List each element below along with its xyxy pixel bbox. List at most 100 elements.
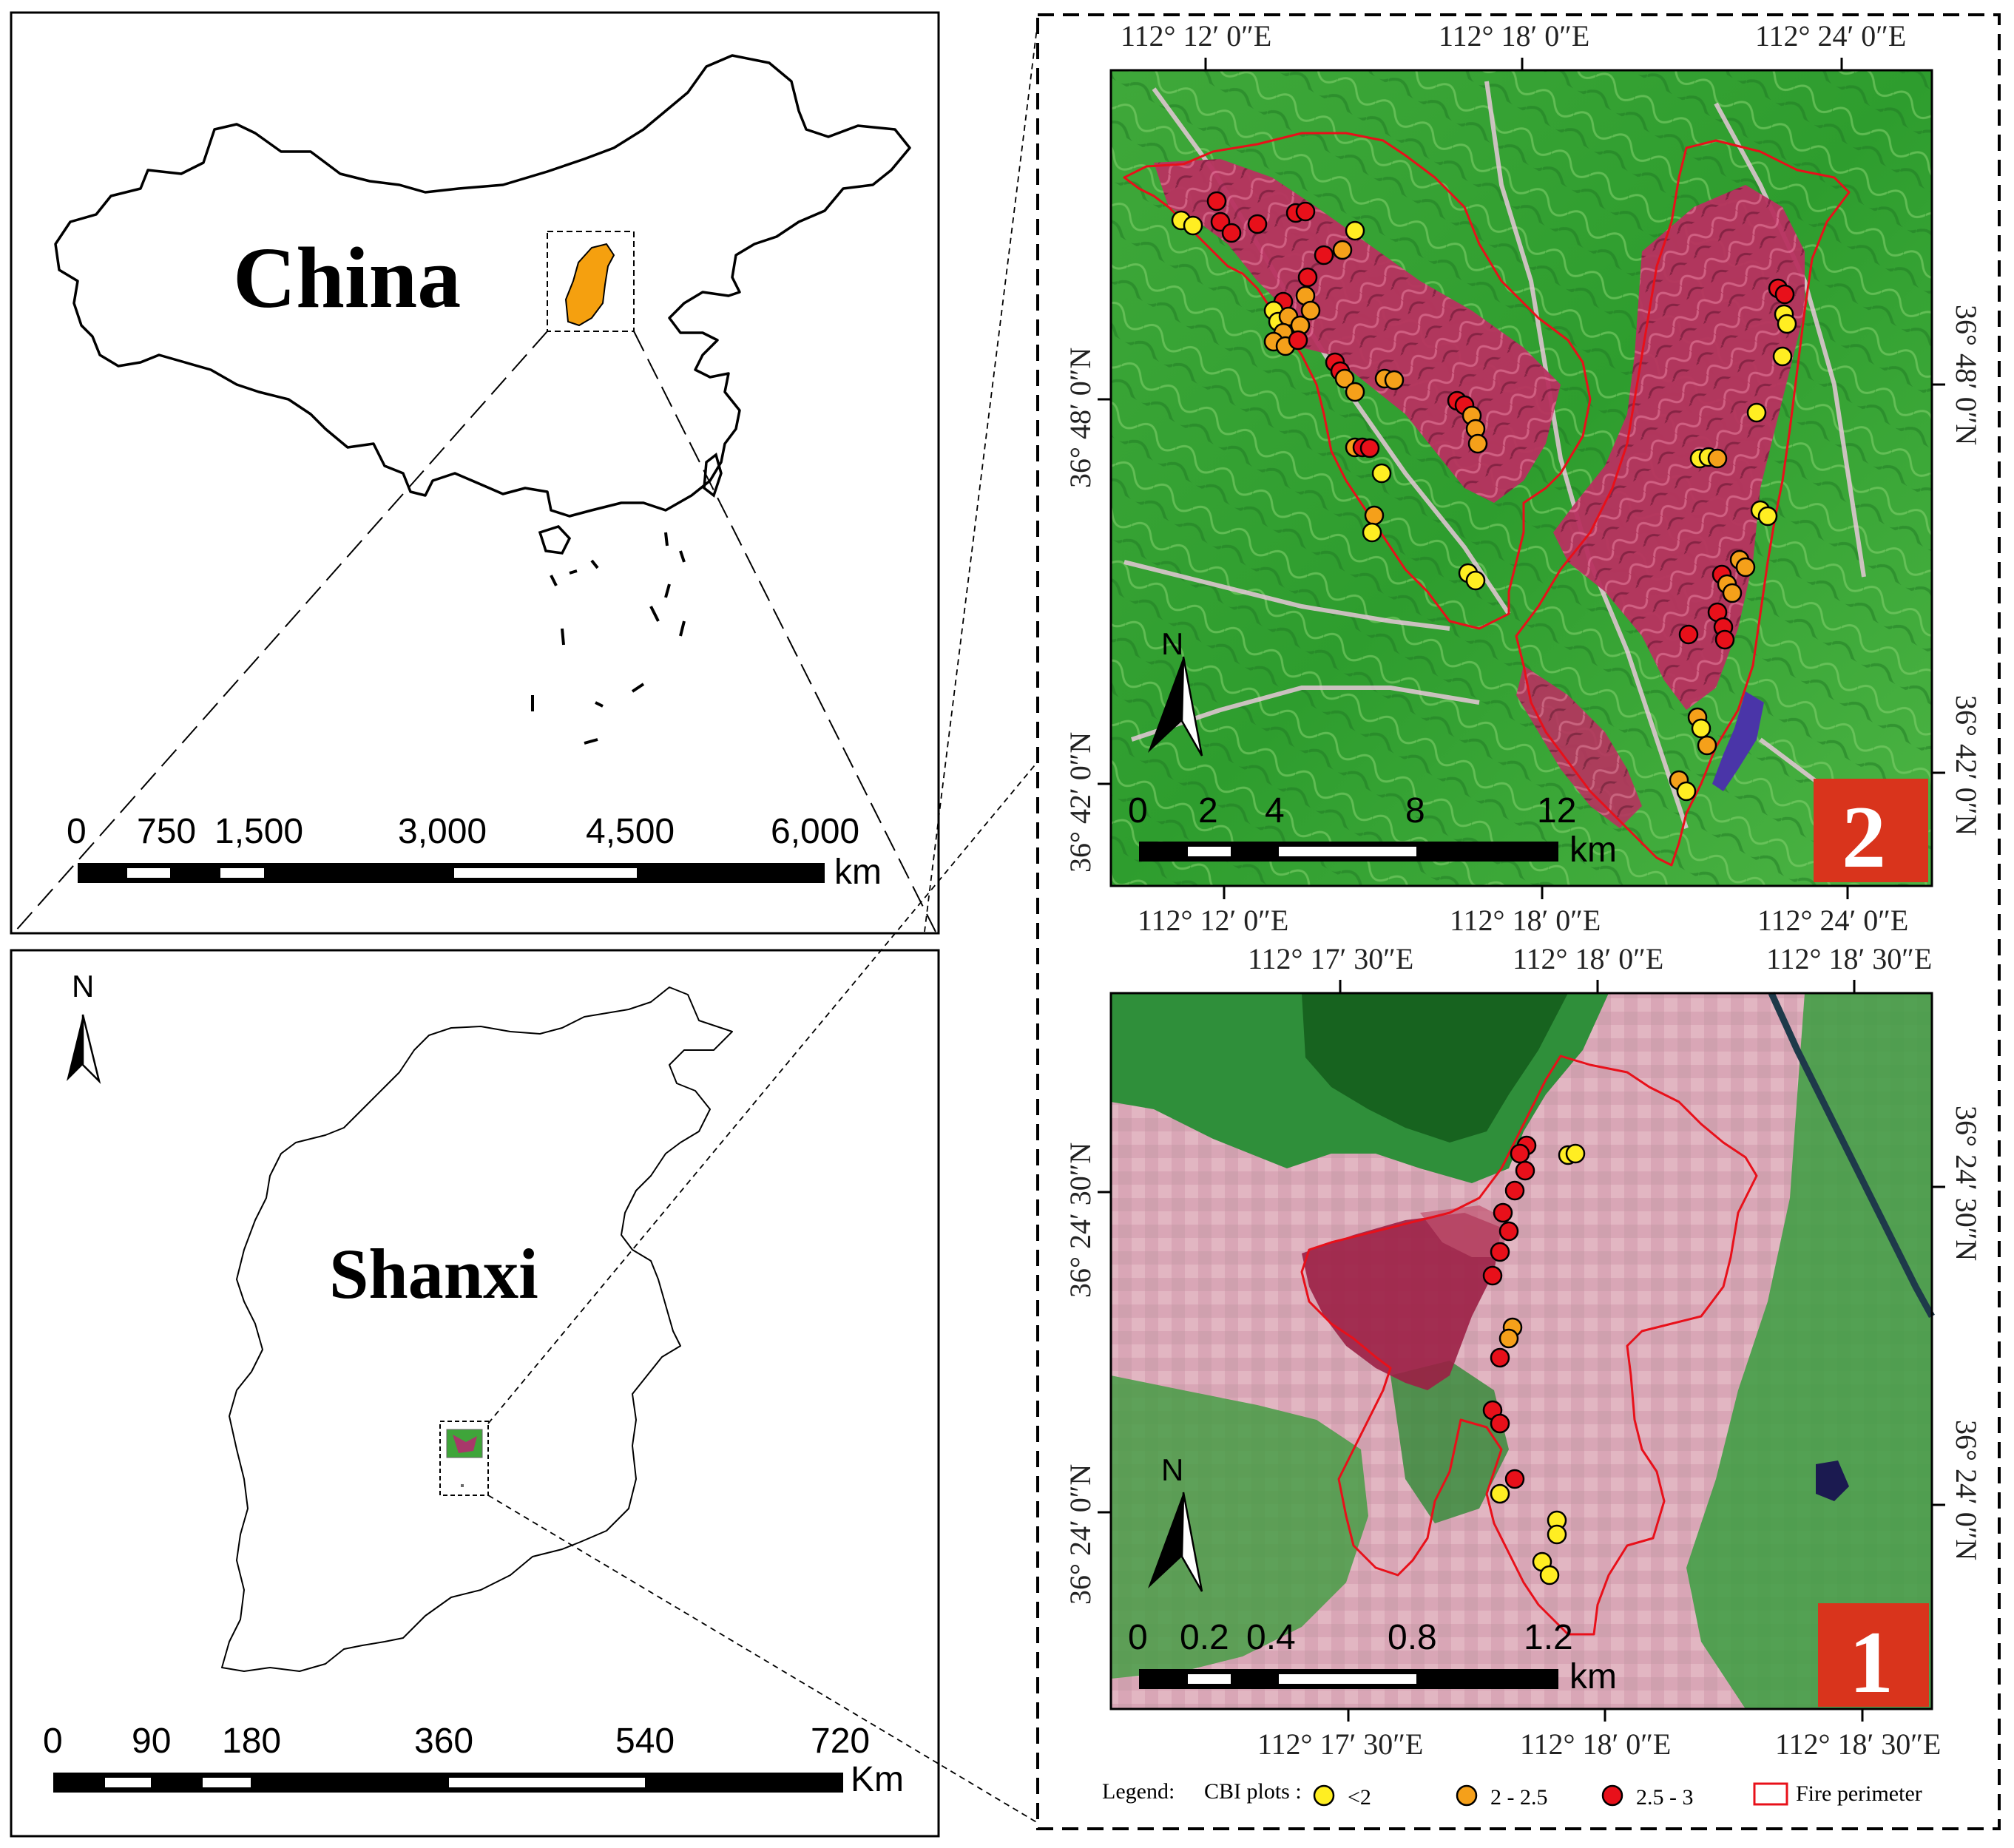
shanxi-outline <box>221 986 733 1672</box>
site1-vegetation-mid <box>1390 1361 1509 1523</box>
cbi-plot-high <box>1490 1413 1510 1434</box>
cbi-plot-high <box>1359 438 1380 458</box>
site2-north-arrow: N <box>1148 626 1203 757</box>
site1-bottom-lon-label: 112° 18′ 30″E <box>1775 1727 1941 1761</box>
site2-cbi-plots <box>1171 191 1797 802</box>
cbi-plot-low <box>1371 463 1392 484</box>
site1-badge <box>1818 1603 1929 1707</box>
legend-plots-label: CBI plots : <box>1204 1779 1302 1804</box>
site2-ticks <box>1098 58 1945 899</box>
cbi-plot-mid <box>1384 370 1405 390</box>
cbi-plot-mid <box>1735 557 1756 578</box>
legend-swatch-mid <box>1456 1784 1478 1807</box>
shanxi-north-label: N <box>72 969 94 1003</box>
cbi-plot-high <box>1314 245 1334 265</box>
connector-lines <box>14 21 1038 1824</box>
cbi-plot-low <box>1362 522 1382 543</box>
site1-top-lon-label: 112° 18′ 0″E <box>1513 942 1663 975</box>
site1-badge-label: 1 <box>1849 1613 1893 1711</box>
cbi-plot-high <box>1515 1160 1535 1181</box>
cbi-plot-mid <box>1467 433 1488 454</box>
cbi-plot-low <box>1691 718 1711 739</box>
cbi-plot-high <box>1678 624 1699 645</box>
site1-thumbnail <box>461 1484 464 1487</box>
china-scale-unit: km <box>834 853 882 892</box>
site1-bottom-lon-label: 112° 18′ 0″E <box>1520 1727 1671 1761</box>
china-outline <box>54 54 911 518</box>
site1-burned-area-light <box>1420 1205 1509 1257</box>
legend-label-mid: 2 - 2.5 <box>1490 1785 1548 1810</box>
shanxi-scale-unit: Km <box>851 1760 904 1799</box>
cbi-plot-high <box>1504 1180 1525 1201</box>
legend-label-perimeter: Fire perimeter <box>1796 1781 1922 1806</box>
site1-north-label: N <box>1161 1452 1183 1487</box>
site1-scale-label-4: 1.2 <box>1524 1618 1573 1657</box>
cbi-plot-mid <box>1697 735 1717 756</box>
site2-scale-unit: km <box>1569 830 1617 870</box>
site1-map-frame <box>1109 992 1933 1710</box>
cbi-plot-high <box>1295 201 1316 222</box>
site2-left-lat-label: 36° 42′ 0″N <box>1064 732 1097 873</box>
shanxi-north-arrow: N <box>67 969 101 1085</box>
cbi-plot-high <box>1714 629 1735 650</box>
hainan-island <box>538 524 572 555</box>
site2-scale-label-3: 8 <box>1405 791 1425 830</box>
cbi-plot-low <box>1345 220 1365 241</box>
site1-vegetation-east <box>1686 993 1932 1709</box>
site2-north-label: N <box>1161 626 1183 661</box>
site1-scale-label-2: 0.4 <box>1246 1618 1296 1657</box>
site2-scale-label-1: 2 <box>1198 791 1218 830</box>
cbi-plot-mid <box>1332 240 1353 260</box>
cbi-plot-low <box>1772 346 1793 367</box>
site2-right-lat-label: 36° 42′ 0″N <box>1950 695 1983 836</box>
site2-bottom-lon-label: 112° 12′ 0″E <box>1138 904 1288 937</box>
site2-graticule-labels: 112° 12′ 0″E 112° 18′ 0″E 112° 24′ 0″E 1… <box>1064 19 1983 937</box>
china-scale-bar: 0 750 1,500 3,000 4,500 6,000 km <box>67 812 882 892</box>
site2-right-lat-label: 36° 48′ 0″N <box>1950 305 1983 445</box>
cbi-plot-low <box>1547 1524 1567 1545</box>
china-title: China <box>233 229 461 326</box>
site1-right-lat-label: 36° 24′ 30″N <box>1950 1106 1983 1261</box>
cbi-plot-low <box>1465 570 1486 591</box>
site2-fire-perimeter-east <box>1515 139 1851 867</box>
china-scale-label-5: 6,000 <box>771 812 859 851</box>
china-panel: China 0 750 1,500 3,000 4,500 6,000 km <box>10 11 940 935</box>
cbi-plot-high <box>1221 223 1242 243</box>
site1-scale-bar: 0 0.2 0.4 0.8 1.2 km <box>1128 1618 1617 1696</box>
shanxi-frame <box>10 949 940 1838</box>
site1-vegetation-south <box>1111 1375 1368 1679</box>
cbi-plot-mid <box>1722 583 1743 603</box>
china-shanxi-locator-box <box>547 231 635 332</box>
shanxi-title: Shanxi <box>329 1234 538 1313</box>
site1-road <box>1768 992 1935 1319</box>
shanxi-scale-bar: 0 90 180 360 540 720 Km <box>43 1722 904 1799</box>
site2-top-lon-label: 112° 18′ 0″E <box>1439 19 1589 53</box>
cbi-plot-low <box>1490 1483 1510 1504</box>
legend-swatch-low <box>1313 1784 1335 1807</box>
site2-thumbnail-burn <box>453 1435 477 1453</box>
cbi-plot-high <box>1510 1143 1530 1164</box>
china-frame <box>10 11 940 935</box>
shanxi-study-locator-box <box>439 1421 489 1496</box>
cbi-plot-high <box>1482 1265 1503 1286</box>
site1-scale-unit: km <box>1569 1657 1617 1696</box>
site2-scale-bar: 0 2 4 8 12 km <box>1128 791 1617 870</box>
site1-scale-label-3: 0.8 <box>1388 1618 1437 1657</box>
legend-label-high: 2.5 - 3 <box>1636 1785 1694 1810</box>
cbi-plot-low <box>1565 1143 1586 1164</box>
site1-scale-label-0: 0 <box>1128 1618 1148 1657</box>
legend-title: Legend: <box>1102 1779 1175 1804</box>
cbi-plot-mid <box>1300 300 1321 321</box>
cbi-plot-high <box>1774 284 1795 305</box>
cbi-plot-high <box>1247 214 1268 234</box>
site2-scale-label-4: 12 <box>1537 791 1576 830</box>
cbi-plot-high <box>1490 1242 1510 1262</box>
china-scale-label-3: 3,000 <box>398 812 487 851</box>
site1-pond <box>1816 1461 1849 1501</box>
cbi-plot-mid <box>1498 1328 1519 1349</box>
cbi-plot-low <box>1676 781 1697 802</box>
cbi-plot-low <box>1746 402 1767 423</box>
site2-bottom-lon-label: 112° 18′ 0″E <box>1450 904 1601 937</box>
site2-fire-perimeter-west <box>1123 132 1592 630</box>
